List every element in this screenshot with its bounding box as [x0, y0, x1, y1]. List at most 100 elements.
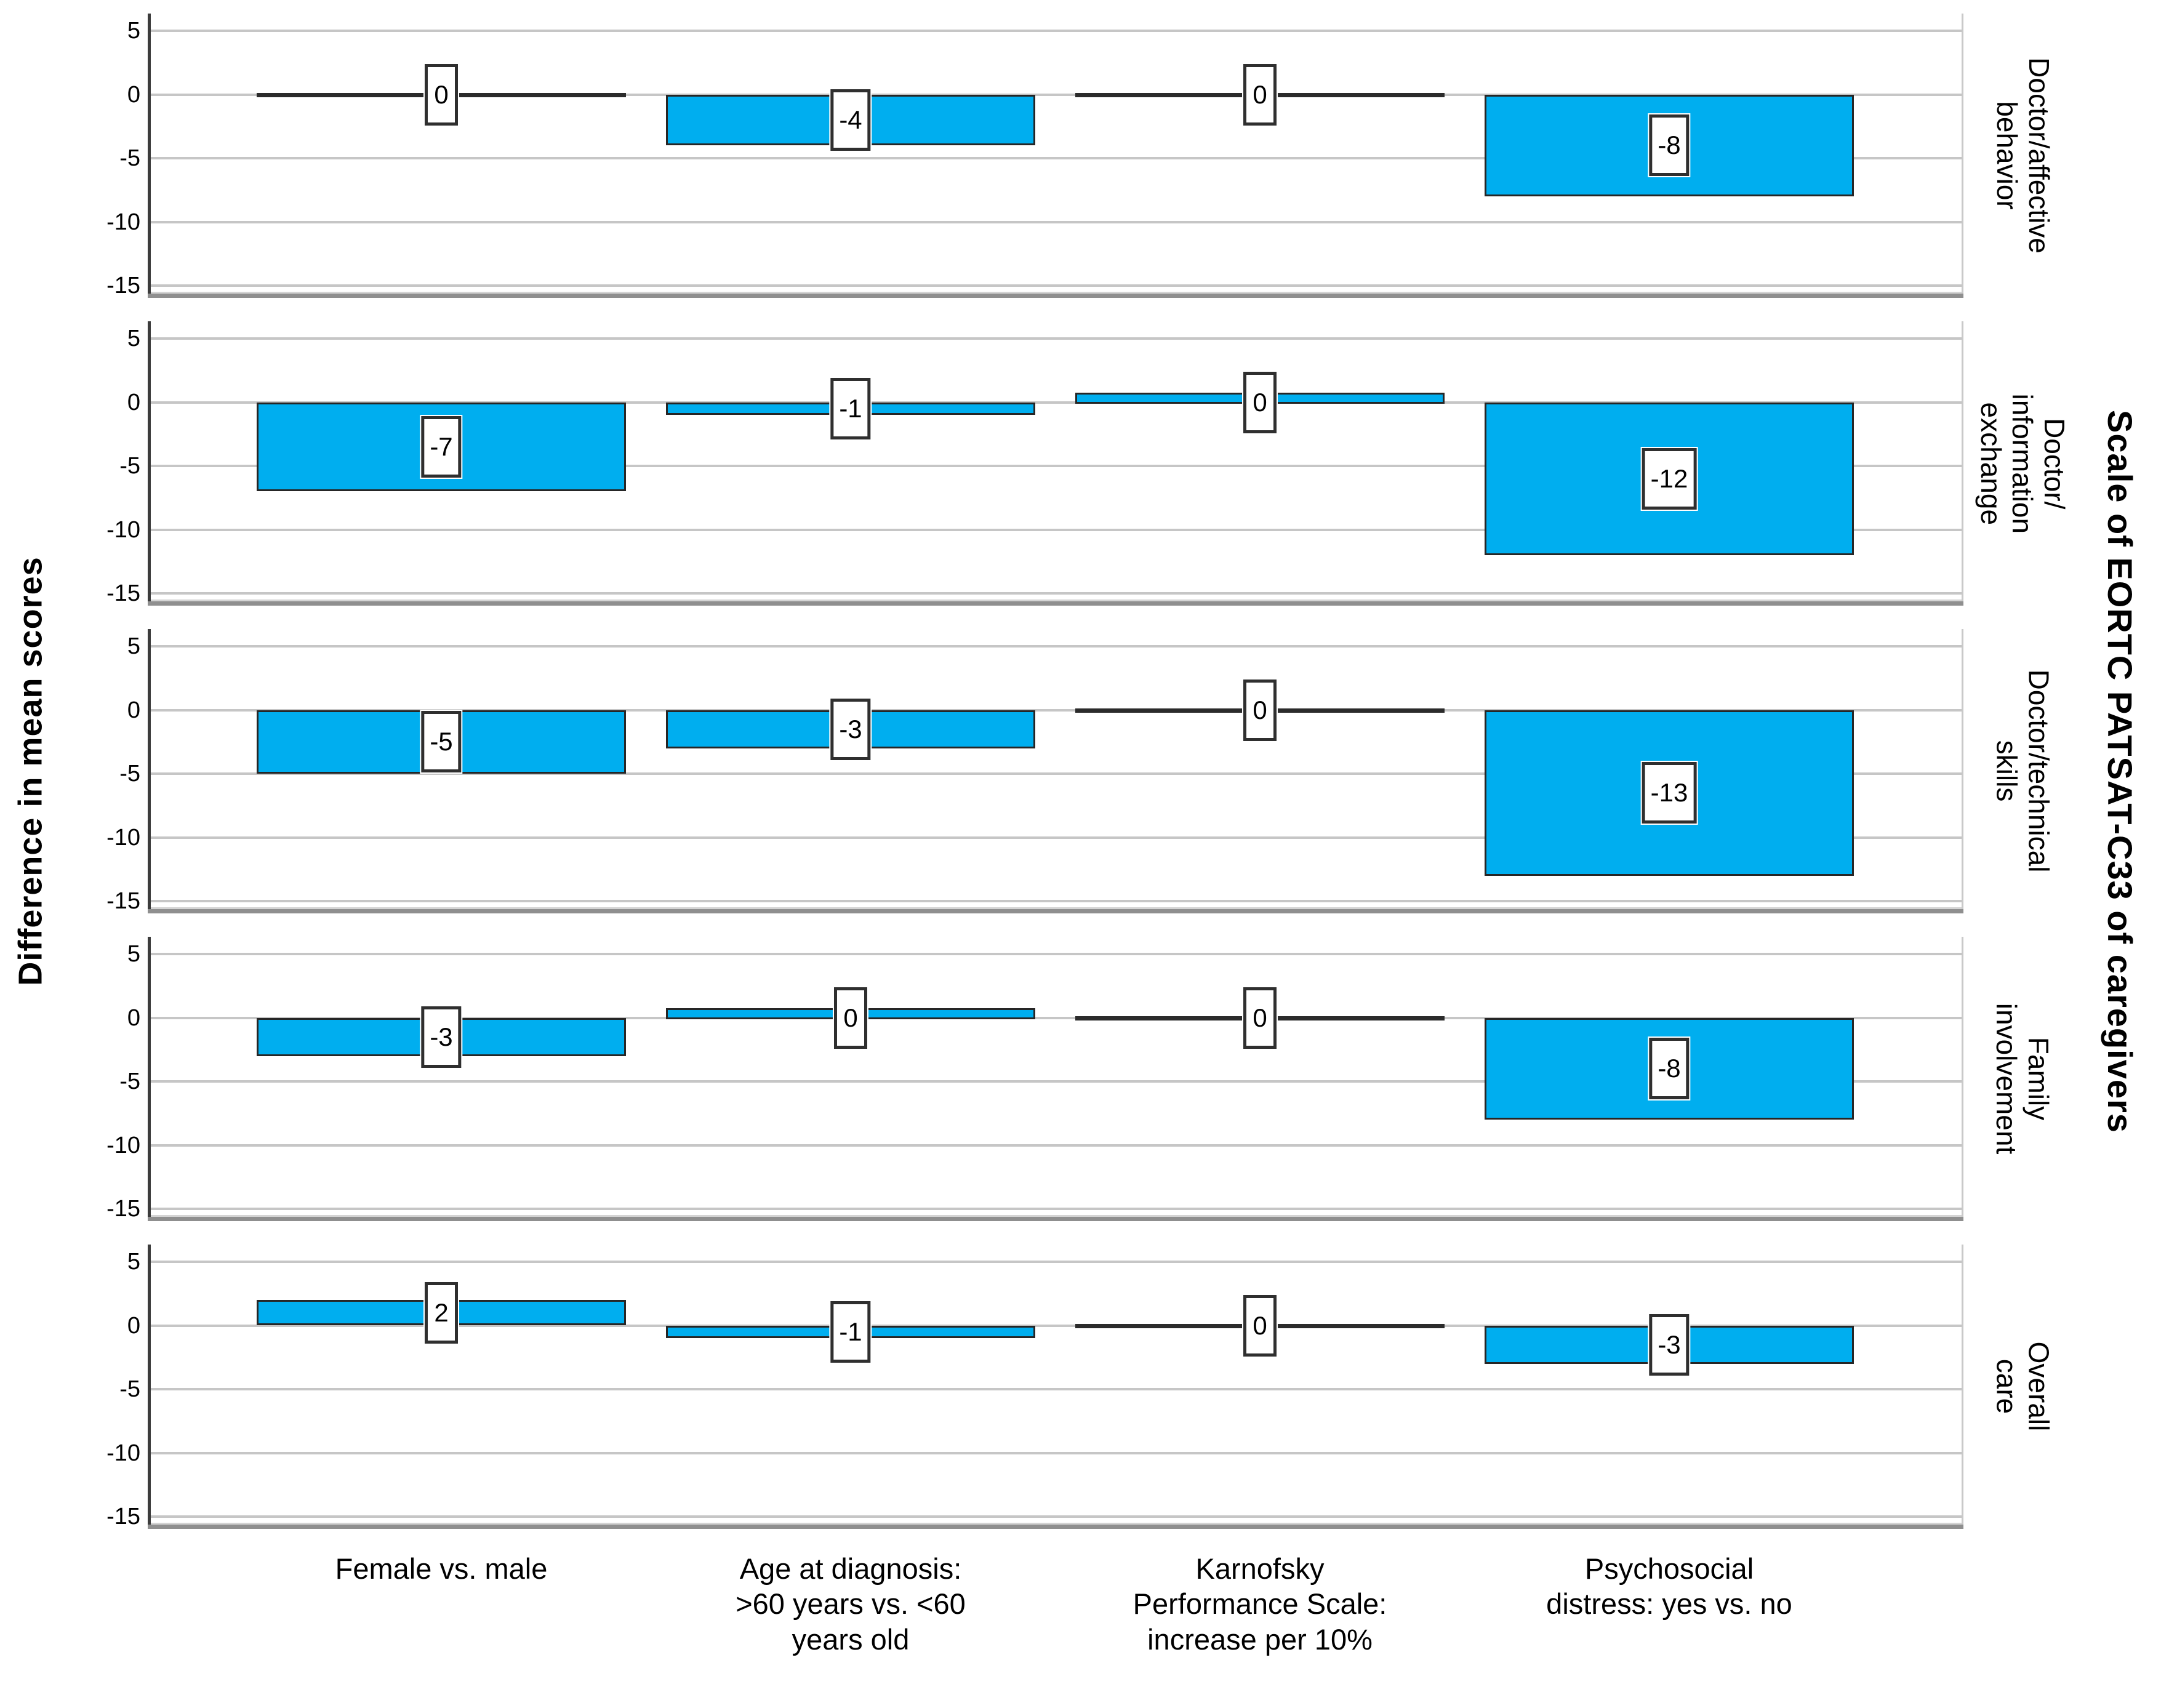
y-axis-tick-label: -10 [106, 824, 140, 851]
x-axis-line [148, 1525, 1963, 1529]
y-axis-tick-label: 0 [127, 1312, 140, 1339]
panel-scale-label: Doctor/ information exchange [1975, 393, 2071, 534]
bar-value-label: -3 [421, 1006, 462, 1068]
bar-value-label: -3 [1649, 1313, 1690, 1376]
plot-right-border [1962, 1245, 1963, 1529]
y-axis-spine [148, 321, 151, 606]
y-axis-tick-label: -10 [106, 1132, 140, 1158]
bar-value-label: 0 [1243, 679, 1277, 741]
panel-scale-label: Doctor/technical skills [1991, 670, 2055, 873]
bar-value-label: 0 [1243, 371, 1277, 433]
bar-value-label: 0 [1243, 63, 1277, 126]
y-axis-tick-label: 0 [127, 1004, 140, 1031]
panel-scale-label-wrap: Family involvement [1967, 937, 2078, 1221]
gridline [148, 93, 1963, 96]
x-axis-line [148, 1217, 1963, 1221]
bar-value-label: 0 [425, 63, 458, 126]
gridline [148, 1324, 1963, 1327]
gridline [148, 220, 1963, 223]
gridline [148, 708, 1963, 712]
y-axis-tick-label: -5 [119, 453, 140, 479]
bar-value-label: -7 [421, 415, 462, 478]
plot-area: 2 -1 0 -3 [148, 1245, 1963, 1529]
bar-value-label: -8 [1649, 1038, 1690, 1100]
panel-scale-label: Family involvement [1991, 1003, 2055, 1155]
gridline [148, 30, 1963, 32]
y-axis-tick-label: -15 [106, 273, 140, 299]
gridline [148, 1144, 1963, 1147]
gridline [148, 1515, 1963, 1518]
panel-4: 5 0 -5 -10 -15 -3 0 0 -8 Family involvement [0, 937, 2161, 1221]
plot-area: 0 -4 0 -8 [148, 14, 1963, 298]
x-axis-category-label: Psychosocial distress: yes vs. no [1546, 1552, 1792, 1621]
panel-5: 5 0 -5 -10 -15 2 -1 0 -3 Overall care [0, 1245, 2161, 1529]
gridline [148, 1451, 1963, 1454]
gridline-minor [148, 1523, 1963, 1525]
y-axis-spine [148, 629, 151, 913]
bar-value-label: -1 [830, 1301, 871, 1363]
gridline-minor [148, 907, 1963, 910]
y-axis-spine [148, 937, 151, 1221]
panel-2: 5 0 -5 -10 -15 -7 -1 0 -12 Doctor/ information ex… [0, 321, 2161, 606]
y-axis-tick-label: -10 [106, 209, 140, 235]
x-axis-line [148, 294, 1963, 298]
x-axis-labels: Female vs. male Age at diagnosis: >60 yea… [148, 1551, 1963, 1699]
plot-right-border [1962, 937, 1963, 1221]
gridline-minor [148, 599, 1963, 602]
bar-value-label: -4 [830, 89, 871, 151]
plot-right-border [1962, 321, 1963, 606]
y-axis-tick-label: -15 [106, 1196, 140, 1222]
x-axis-category-label: Karnofsky Performance Scale: increase pe… [1133, 1552, 1387, 1656]
plot-right-border [1962, 14, 1963, 298]
y-axis-tick-label: -15 [106, 1504, 140, 1530]
y-axis-tick-label: -5 [119, 761, 140, 787]
gridline [148, 337, 1963, 340]
x-axis-category-label: Female vs. male [335, 1552, 548, 1585]
y-axis-spine [148, 14, 151, 298]
y-axis-tick-label: -10 [106, 1440, 140, 1466]
bar-value-label: -5 [421, 711, 462, 773]
bar-value-label: -3 [830, 698, 871, 760]
y-axis-tick-label: 5 [127, 326, 140, 351]
bar-value-label: 0 [1243, 1294, 1277, 1357]
y-axis-tick-label: 0 [127, 697, 140, 723]
gridline-minor [148, 292, 1963, 294]
gridline [148, 645, 1963, 648]
x-axis-line [148, 601, 1963, 606]
gridline [148, 1016, 1963, 1019]
x-axis-category-label: Age at diagnosis: >60 years vs. <60 year… [736, 1552, 966, 1656]
bar-value-label: -13 [1642, 762, 1697, 824]
plot-area: -3 0 0 -8 [148, 937, 1963, 1221]
panel-scale-label-wrap: Overall care [1967, 1245, 2078, 1529]
gridline [148, 836, 1963, 839]
y-axis-tick-label: -10 [106, 516, 140, 543]
gridline [148, 401, 1963, 404]
panel-scale-label-wrap: Doctor/affective behavior [1967, 14, 2078, 298]
gridline [148, 1261, 1963, 1263]
gridline [148, 528, 1963, 531]
y-axis-tick-label: -5 [119, 145, 140, 171]
y-axis-tick-label: 0 [127, 389, 140, 415]
x-axis-line [148, 909, 1963, 913]
gridline [148, 465, 1963, 467]
panel-scale-label: Overall care [1991, 1342, 2055, 1432]
bar-value-label: -1 [830, 377, 871, 439]
panel-scale-label: Doctor/affective behavior [1991, 57, 2055, 254]
y-axis-tick-label: -5 [119, 1069, 140, 1094]
y-axis-tick-label: 5 [127, 633, 140, 659]
bar-value-label: 0 [1243, 987, 1277, 1049]
panel-scale-label-wrap: Doctor/ information exchange [1967, 321, 2078, 606]
gridline [148, 1080, 1963, 1083]
y-axis-tick-label: -5 [119, 1376, 140, 1402]
gridline [148, 157, 1963, 159]
plot-right-border [1962, 629, 1963, 913]
gridline-minor [148, 1215, 1963, 1217]
plot-area: -5 -3 0 -13 [148, 629, 1963, 913]
gridline [148, 900, 1963, 902]
y-axis-spine [148, 1245, 151, 1529]
plot-area: -7 -1 0 -12 [148, 321, 1963, 606]
gridline [148, 953, 1963, 955]
y-axis-tick-label: 0 [127, 81, 140, 108]
gridline [148, 284, 1963, 287]
